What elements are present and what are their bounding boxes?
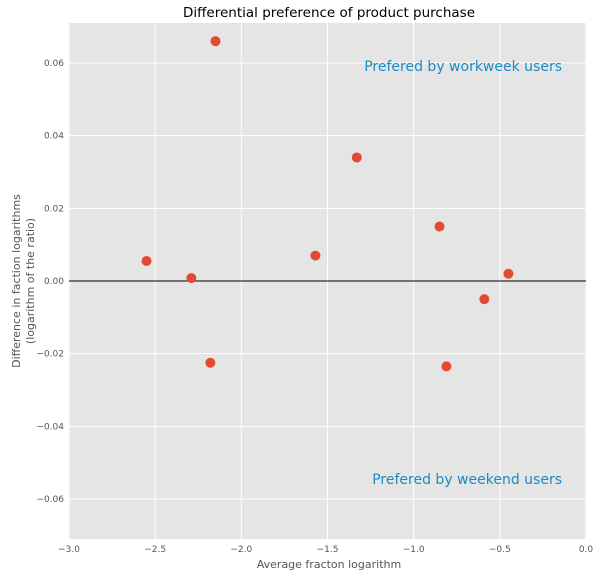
y-tick-label: 0.00	[44, 277, 64, 287]
scatter-point	[186, 273, 197, 284]
y-tick-label: 0.06	[44, 59, 64, 69]
scatter-point	[441, 361, 452, 372]
x-axis-label: Average fracton logarithm	[257, 558, 401, 571]
x-tick-label: −3.0	[58, 545, 80, 555]
y-axis-label: Difference in faction logarithms (logari…	[10, 194, 37, 368]
y-tick-label: 0.02	[44, 204, 64, 214]
weekend-annotation: Prefered by weekend users	[372, 472, 562, 488]
x-tick-label: −2.5	[144, 545, 166, 555]
data-points	[141, 36, 514, 372]
x-tick-label: −2.0	[230, 545, 252, 555]
scatter-point	[479, 294, 490, 305]
y-axis-ticks: 0.06 0.04 0.02 0.00 −0.02 −0.04 −0.06	[36, 59, 64, 505]
scatter-point	[434, 221, 445, 232]
scatter-point	[351, 152, 362, 163]
x-tick-label: 0.0	[579, 545, 594, 555]
scatter-point	[141, 256, 152, 267]
x-axis-ticks: −3.0 −2.5 −2.0 −1.5 −1.0 −0.5 0.0	[58, 545, 593, 555]
scatter-point	[503, 268, 514, 279]
chart-title: Differential preference of product purch…	[183, 5, 475, 21]
y-tick-label: 0.04	[44, 132, 64, 142]
x-tick-label: −1.0	[403, 545, 425, 555]
x-tick-label: −1.5	[317, 545, 339, 555]
y-tick-label: −0.04	[36, 422, 64, 432]
workweek-annotation: Prefered by workweek users	[364, 59, 562, 75]
scatter-point	[210, 36, 221, 47]
y-axis-label-line-1: Difference in faction logarithms	[10, 194, 23, 368]
y-axis-label-line-2: (logarithm of the ratio)	[24, 218, 37, 344]
y-tick-label: −0.02	[36, 350, 64, 360]
x-tick-label: −0.5	[489, 545, 511, 555]
scatter-point	[310, 250, 321, 261]
y-tick-label: −0.06	[36, 495, 64, 505]
scatter-point	[205, 357, 216, 368]
